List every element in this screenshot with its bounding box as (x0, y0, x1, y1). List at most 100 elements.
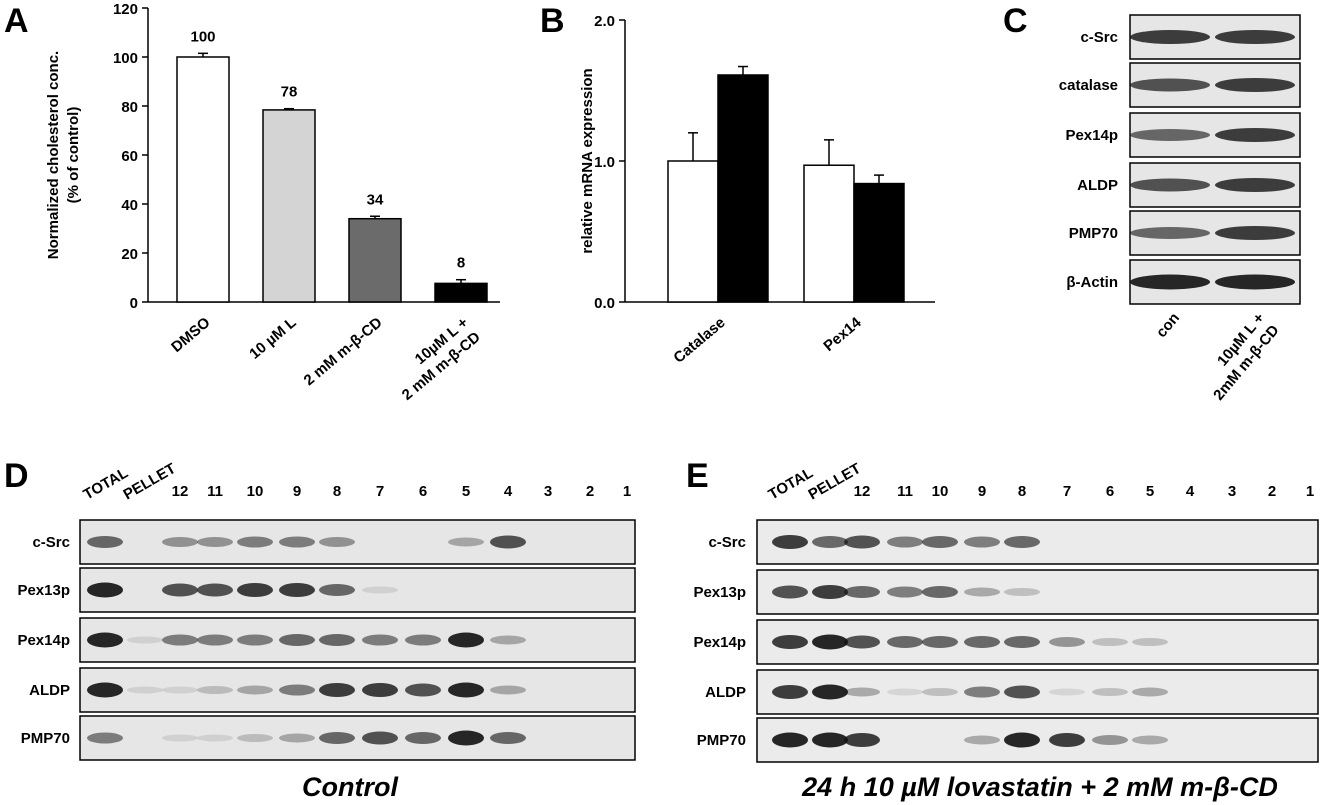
band (1215, 226, 1295, 240)
band (319, 683, 355, 697)
band (1215, 274, 1295, 290)
band (197, 634, 233, 646)
y-tick-label: 0 (130, 295, 138, 312)
band (1130, 227, 1210, 239)
band (844, 586, 880, 598)
lane-label: 12 (172, 483, 189, 500)
bar (803, 164, 855, 303)
band (1130, 274, 1210, 290)
band (162, 686, 198, 694)
band (319, 732, 355, 744)
band (490, 535, 526, 549)
band (319, 634, 355, 646)
bar (348, 217, 402, 303)
error-bar (688, 132, 698, 161)
lane-label: 9 (293, 483, 301, 500)
y-tick-label: 0.0 (594, 295, 615, 312)
band (162, 734, 198, 742)
band (1215, 30, 1295, 44)
blot-strip (79, 667, 636, 713)
band (922, 586, 958, 598)
lane-label: 4 (1186, 483, 1195, 500)
band (1004, 536, 1040, 548)
panel-label: E (686, 457, 709, 495)
panel-label: C (1003, 2, 1028, 40)
value-label: 78 (281, 84, 298, 101)
band (1130, 178, 1210, 192)
band (237, 583, 273, 597)
band (1092, 688, 1128, 696)
lane-label: 7 (1063, 483, 1071, 500)
band (964, 735, 1000, 745)
lane-label: 2 (586, 483, 594, 500)
band (1004, 636, 1040, 648)
row-label: Pex13p (693, 584, 746, 601)
caption: Control (302, 772, 398, 802)
lane-label: 3 (544, 483, 552, 500)
band (772, 535, 808, 549)
bar (717, 74, 769, 303)
band (1132, 687, 1168, 697)
band (887, 688, 923, 696)
band (844, 635, 880, 649)
band (279, 536, 315, 548)
band (279, 684, 315, 696)
band (405, 634, 441, 646)
band (197, 686, 233, 694)
lane-label: 8 (333, 483, 341, 500)
x-tick-label: 10µM L +2 mM m-β-CD (387, 314, 484, 404)
band (1049, 733, 1085, 747)
caption: 24 h 10 µM lovastatin + 2 mM m-β-CD (801, 772, 1278, 802)
band (887, 536, 923, 548)
band (279, 733, 315, 743)
y-tick-label: 2.0 (594, 13, 615, 30)
band (162, 537, 198, 547)
lane-label: 11 (207, 483, 223, 500)
row-label: c-Src (32, 534, 70, 551)
band (1132, 735, 1168, 745)
band (772, 732, 808, 748)
lane-label: 10µM L +2mM m-β-CD (1196, 309, 1283, 403)
band (87, 536, 123, 548)
band (887, 636, 923, 648)
value-label: 8 (457, 255, 465, 272)
row-label: ALDP (29, 682, 70, 699)
bar (176, 56, 230, 303)
lane-label: 5 (462, 483, 470, 500)
band (772, 635, 808, 649)
band (237, 634, 273, 646)
band (448, 682, 484, 698)
x-tick-label: DMSO (168, 314, 214, 356)
error-bar (824, 139, 834, 166)
band (87, 732, 123, 744)
lane-label: 5 (1146, 483, 1154, 500)
lane-label: 4 (504, 483, 513, 500)
band (319, 584, 355, 596)
band (1004, 685, 1040, 699)
lane-label: 6 (419, 483, 427, 500)
band (772, 585, 808, 599)
band (922, 688, 958, 696)
band (319, 537, 355, 547)
y-axis-label: relative mRNA expression (579, 68, 596, 253)
y-tick-label: 100 (113, 50, 138, 67)
band (197, 734, 233, 742)
band (405, 683, 441, 697)
lane-label: 1 (1306, 483, 1314, 500)
band (1215, 78, 1295, 92)
band (362, 683, 398, 697)
row-label: β-Actin (1066, 274, 1118, 291)
band (844, 687, 880, 697)
lane-label: 8 (1018, 483, 1026, 500)
band (448, 632, 484, 648)
panel-label: D (4, 457, 29, 495)
value-label: 100 (190, 28, 215, 45)
lane-label: PELLET (121, 460, 179, 503)
band (1092, 638, 1128, 646)
band (362, 586, 398, 594)
band (922, 536, 958, 548)
y-tick-label: 80 (121, 99, 138, 116)
row-label: Pex14p (1065, 127, 1118, 144)
